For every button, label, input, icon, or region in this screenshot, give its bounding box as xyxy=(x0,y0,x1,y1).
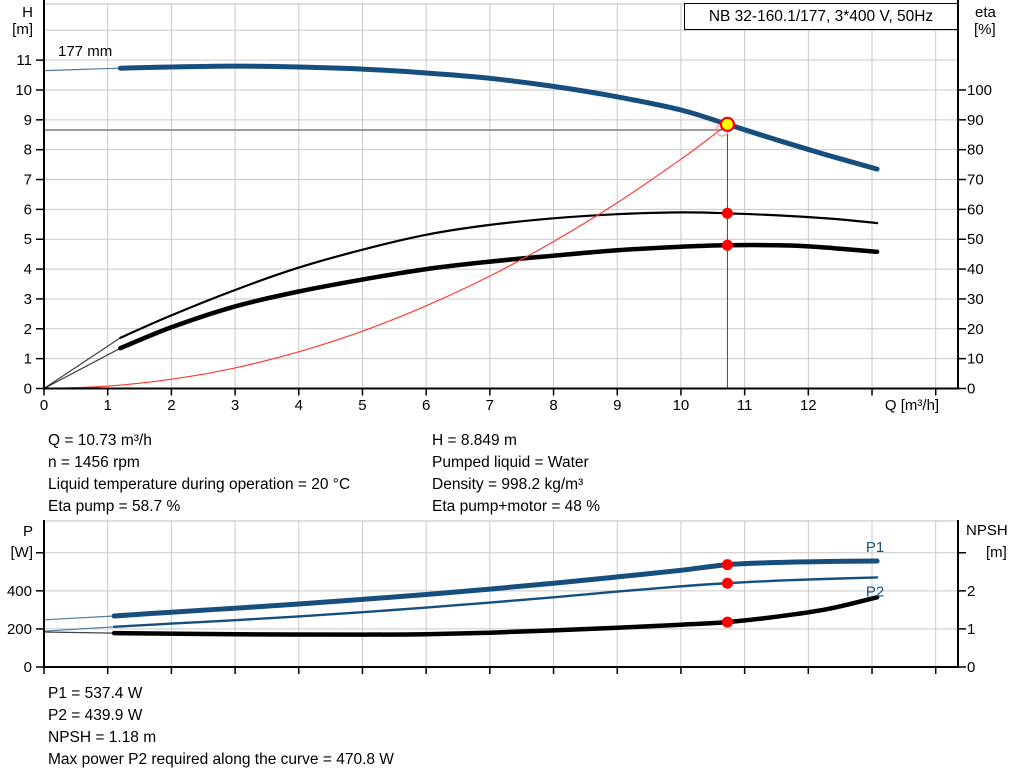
right-tick-label: 2 xyxy=(967,583,975,600)
npsh-marker xyxy=(721,616,733,628)
left-tick-label: 5 xyxy=(24,231,32,248)
left-axis-label: [m] xyxy=(12,21,33,38)
x-tick-label: 11 xyxy=(737,397,753,414)
result-liquid-temp: Liquid temperature during operation = 20… xyxy=(48,476,351,493)
power-npsh-chart: P2 P1 0 200 400 0 1 2 P [W] NPSH [m] xyxy=(7,520,1008,676)
duty-result-block-right: H = 8.849 m Pumped liquid = Water Densit… xyxy=(432,430,600,518)
tick-labels: 0 200 400 0 1 2 xyxy=(7,552,975,676)
x-tick-label: 9 xyxy=(613,397,621,414)
left-tick-label: 10 xyxy=(15,82,32,99)
right-tick-label: 90 xyxy=(967,112,984,129)
x-tick-label: 6 xyxy=(422,397,430,414)
x-tick-label: 1 xyxy=(104,397,112,414)
power-result-block: P1 = 537.4 W P2 = 439.9 W NPSH = 1.18 m … xyxy=(48,683,394,771)
impeller-diameter-label: 177 mm xyxy=(58,43,112,60)
x-tick-label: 10 xyxy=(673,397,690,414)
left-tick-label: 6 xyxy=(24,201,32,218)
left-tick-label: 11 xyxy=(16,52,32,69)
p1-marker xyxy=(721,559,733,571)
right-tick-label: 80 xyxy=(967,142,984,159)
result-eta-pump: Eta pump = 58.7 % xyxy=(48,498,181,515)
system-curve xyxy=(43,123,728,390)
x-tick-label: 3 xyxy=(231,397,239,414)
right-tick-label: 70 xyxy=(967,172,984,189)
duty-point-marker xyxy=(719,116,736,132)
head-curve xyxy=(117,63,880,172)
right-tick-label: 100 xyxy=(967,82,992,99)
pump-title-box: NB 32-160.1/177, 3*400 V, 50Hz xyxy=(684,3,958,30)
tick-labels: 0 1 2 3 4 5 6 7 8 9 10 11 12012345678910110102030405… xyxy=(15,52,992,414)
x-tick-label: 4 xyxy=(295,397,303,414)
left-tick-label: 400 xyxy=(7,583,32,600)
x-tick-label: 7 xyxy=(486,397,494,414)
duty-result-block-left: Q = 10.73 m³/h n = 1456 rpm Liquid tempe… xyxy=(48,430,350,518)
left-tick-label: 8 xyxy=(24,142,32,159)
left-tick-label: 4 xyxy=(24,261,32,278)
result-head: H = 8.849 m xyxy=(432,432,517,449)
eta-pump-motor-curve xyxy=(118,242,880,351)
right-tick-label: 30 xyxy=(967,291,984,308)
p1-curve-thin xyxy=(43,615,115,621)
x-tick-label: 0 xyxy=(40,397,48,414)
left-axis-label: [W] xyxy=(11,544,34,561)
right-tick-label: 20 xyxy=(967,321,984,338)
p2-curve-label: P2 xyxy=(866,583,884,600)
eta-pump-motor-marker xyxy=(721,239,733,251)
x-tick-label: 12 xyxy=(800,397,817,414)
pump-title: NB 32-160.1/177, 3*400 V, 50Hz xyxy=(708,7,934,25)
p1-curve-label: P1 xyxy=(866,539,884,556)
right-axis-label: eta xyxy=(975,4,997,21)
x-axis-label: Q [m³/h] xyxy=(885,397,939,414)
npsh-curve xyxy=(111,595,880,637)
right-tick-label: 50 xyxy=(967,231,984,248)
right-tick-label: 0 xyxy=(967,659,975,676)
result-eta-pump-motor: Eta pump+motor = 48 % xyxy=(432,498,601,515)
head-eta-chart: 0 1 2 3 4 5 6 7 8 9 10 11 12012345678910110102030405… xyxy=(12,0,997,414)
eta-pump-curve-thin xyxy=(43,337,121,389)
right-tick-label: 1 xyxy=(967,621,975,638)
eta-pump-curve xyxy=(119,211,879,339)
result-pumped-liquid: Pumped liquid = Water xyxy=(432,454,589,471)
result-p2: P2 = 439.9 W xyxy=(48,707,143,724)
eta-pump-motor-curve-thin xyxy=(43,347,121,390)
right-tick-label: 40 xyxy=(967,261,984,278)
grid xyxy=(44,3,958,389)
result-density: Density = 998.2 kg/m³ xyxy=(432,476,584,493)
npsh-curve-thin xyxy=(43,631,115,634)
left-tick-label: 9 xyxy=(24,112,32,129)
head-curve-thin xyxy=(43,67,121,72)
left-tick-label: 7 xyxy=(24,172,32,189)
right-tick-label: 0 xyxy=(967,381,975,398)
eta-pump-marker xyxy=(721,207,733,219)
x-tick-label: 8 xyxy=(549,397,557,414)
left-tick-label: 0 xyxy=(24,659,32,676)
right-tick-label: 60 xyxy=(967,201,984,218)
p2-marker xyxy=(721,577,733,589)
p1-curve xyxy=(111,558,880,619)
result-npsh: NPSH = 1.18 m xyxy=(48,729,157,746)
x-tick-label: 2 xyxy=(167,397,175,414)
left-axis-label: P xyxy=(23,523,33,540)
x-tick-label: 5 xyxy=(358,397,366,414)
result-speed: n = 1456 rpm xyxy=(48,454,140,471)
right-axis-label: [m] xyxy=(986,544,1007,561)
right-tick-label: 10 xyxy=(967,351,984,368)
result-flow: Q = 10.73 m³/h xyxy=(48,432,152,449)
left-tick-label: 200 xyxy=(7,621,32,638)
result-max-p2: Max power P2 required along the curve = … xyxy=(48,751,394,768)
left-tick-label: 0 xyxy=(24,381,32,398)
right-axis-label: NPSH xyxy=(966,522,1008,539)
p2-curve-thin xyxy=(43,626,115,632)
left-axis-label: H xyxy=(22,4,33,21)
right-axis-label: [%] xyxy=(974,21,996,38)
grid xyxy=(44,520,958,667)
result-p1: P1 = 537.4 W xyxy=(48,685,143,702)
left-tick-label: 3 xyxy=(24,291,32,308)
left-tick-label: 2 xyxy=(24,321,32,338)
left-tick-label: 1 xyxy=(24,351,32,368)
